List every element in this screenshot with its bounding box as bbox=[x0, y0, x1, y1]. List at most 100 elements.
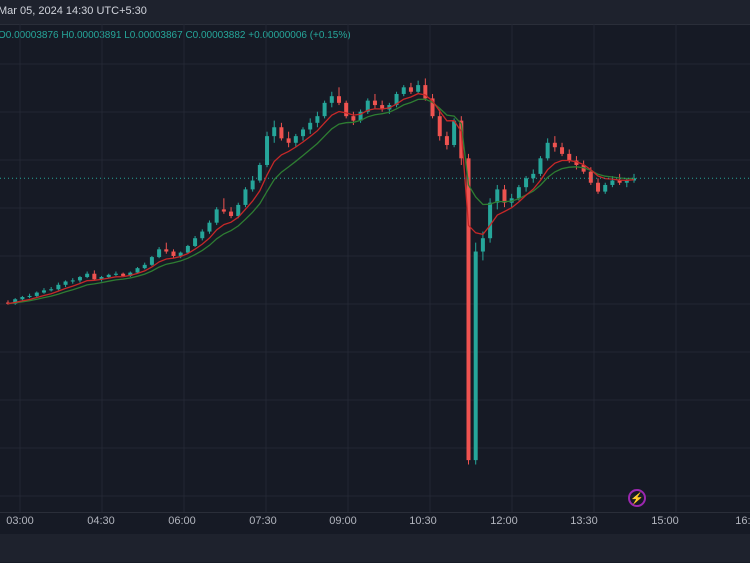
candle-body bbox=[85, 273, 90, 278]
candle-body bbox=[308, 122, 313, 130]
candle-body bbox=[336, 96, 341, 103]
ohlc-readout: O0.00003876 H0.00003891 L0.00003867 C0.0… bbox=[0, 30, 351, 41]
candle-body bbox=[34, 292, 39, 296]
candle-body bbox=[351, 116, 356, 121]
candle-body bbox=[524, 178, 529, 188]
candle-body bbox=[401, 87, 406, 94]
candle-body bbox=[41, 290, 46, 293]
x-axis-tick-label: 10:30 bbox=[409, 515, 437, 527]
moving-average-slow-line bbox=[7, 98, 635, 305]
candle-body bbox=[531, 173, 536, 179]
lightning-icon[interactable]: ⚡ bbox=[628, 489, 646, 507]
candle-body bbox=[128, 272, 133, 276]
candle-body bbox=[20, 297, 25, 300]
x-axis-tick-label: 09:00 bbox=[329, 515, 357, 527]
candle-body bbox=[560, 147, 565, 154]
candle-body bbox=[135, 268, 140, 273]
x-axis-tick-label: 03:00 bbox=[6, 515, 34, 527]
moving-averages bbox=[7, 92, 635, 305]
candle-body bbox=[142, 264, 147, 269]
candle-body bbox=[394, 93, 399, 106]
candle-body bbox=[56, 284, 61, 290]
candle-body bbox=[495, 189, 500, 203]
candle-body bbox=[229, 211, 234, 217]
candle-body bbox=[480, 238, 485, 252]
grid-lines bbox=[0, 24, 750, 512]
candle-body bbox=[358, 111, 363, 121]
candle-body bbox=[214, 209, 219, 223]
candle-body bbox=[121, 273, 126, 276]
candle-body bbox=[178, 252, 183, 256]
x-axis-tick-label: 06:00 bbox=[168, 515, 196, 527]
candle-body bbox=[185, 245, 190, 253]
candle-body bbox=[99, 277, 104, 280]
candle-body bbox=[243, 189, 248, 205]
candle-body bbox=[344, 102, 349, 117]
candle-body bbox=[596, 182, 601, 192]
candle-body bbox=[610, 180, 615, 185]
candle-body bbox=[286, 138, 291, 143]
candle-body bbox=[149, 257, 154, 265]
candle-body bbox=[408, 87, 413, 92]
candle-body bbox=[250, 180, 255, 190]
candle-body bbox=[466, 158, 471, 461]
candle-body bbox=[27, 295, 32, 298]
candle-body bbox=[452, 120, 457, 146]
candle-body bbox=[538, 158, 543, 174]
low-value: L0.00003867 bbox=[124, 30, 183, 41]
change-value: +0.00000006 (+0.15%) bbox=[248, 30, 351, 41]
candle-body bbox=[473, 251, 478, 461]
x-axis-tick-label: 13:30 bbox=[570, 515, 598, 527]
candle-body bbox=[236, 204, 241, 217]
chart-header-bar: Mar 05, 2024 14:30 UTC+5:30 bbox=[0, 0, 750, 25]
x-axis-tick-label: 07:30 bbox=[249, 515, 277, 527]
candle-body bbox=[207, 222, 212, 232]
moving-average-fast-line bbox=[7, 92, 635, 305]
candle-body bbox=[70, 280, 75, 282]
x-axis-tick-label: 16:3 bbox=[735, 515, 750, 527]
candle-body bbox=[106, 274, 111, 278]
candle-body bbox=[437, 116, 442, 137]
candle-body bbox=[164, 249, 169, 252]
candle-body bbox=[265, 136, 270, 165]
close-value: C0.00003882 bbox=[185, 30, 246, 41]
candle-body bbox=[272, 127, 277, 137]
candle-body bbox=[77, 277, 82, 281]
candle-body bbox=[365, 100, 370, 112]
open-value: O0.00003876 bbox=[0, 30, 59, 41]
candle-body bbox=[329, 96, 334, 103]
candle-body bbox=[567, 153, 572, 161]
candle-body bbox=[92, 273, 97, 280]
candle-body bbox=[193, 238, 198, 246]
candle-body bbox=[423, 85, 428, 99]
candle-body bbox=[279, 127, 284, 139]
candle-body bbox=[416, 85, 421, 92]
candle-body bbox=[552, 142, 557, 148]
candle-body bbox=[624, 180, 629, 183]
date-time-label: Mar 05, 2024 14:30 UTC+5:30 bbox=[0, 5, 147, 17]
candle-body bbox=[516, 187, 521, 199]
candle-body bbox=[171, 251, 176, 256]
candle-body bbox=[63, 281, 68, 285]
candle-body bbox=[617, 180, 622, 183]
x-axis-tick-label: 15:00 bbox=[651, 515, 679, 527]
candle-body bbox=[372, 100, 377, 106]
candle-body bbox=[430, 98, 435, 117]
candle-body bbox=[221, 209, 226, 212]
candle-body bbox=[13, 299, 18, 304]
candle-body bbox=[603, 184, 608, 192]
high-value: H0.00003891 bbox=[61, 30, 122, 41]
bottom-toolbar bbox=[0, 534, 750, 562]
x-axis-tick-label: 04:30 bbox=[87, 515, 115, 527]
candle-body bbox=[301, 129, 306, 137]
candle-body bbox=[588, 171, 593, 183]
candle-body bbox=[444, 136, 449, 146]
candle-body bbox=[257, 164, 262, 181]
candle-body bbox=[632, 178, 636, 181]
candle-body bbox=[293, 136, 298, 143]
candle-body bbox=[315, 116, 320, 123]
candlestick-plot[interactable] bbox=[0, 24, 750, 512]
candle-body bbox=[488, 202, 493, 239]
candle-body bbox=[574, 160, 579, 165]
x-axis-tick-label: 12:00 bbox=[490, 515, 518, 527]
